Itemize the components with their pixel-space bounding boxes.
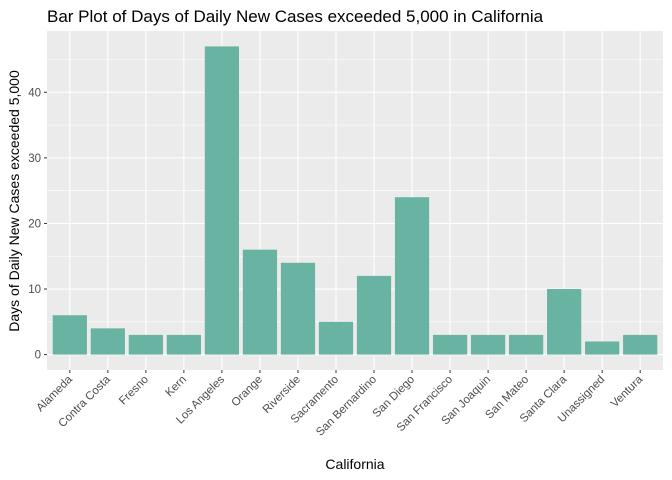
bar	[90, 328, 125, 355]
bars	[52, 46, 658, 355]
y-tick-label: 20	[28, 218, 41, 230]
bar	[242, 249, 278, 355]
bar	[432, 334, 468, 355]
bar	[509, 334, 544, 355]
bar	[52, 315, 87, 355]
y-axis: 0 10 20 30 40	[28, 87, 47, 362]
bar	[128, 334, 163, 355]
bar	[394, 197, 430, 355]
y-tick-label: 40	[28, 87, 41, 99]
bar	[547, 289, 582, 355]
x-tick-label: Orange	[229, 374, 265, 410]
x-axis-title: California	[325, 456, 384, 472]
bar	[166, 334, 201, 355]
bar	[356, 275, 392, 355]
bar	[280, 262, 316, 355]
y-tick-label: 10	[28, 284, 41, 296]
y-tick-label: 0	[35, 350, 41, 362]
x-tick-label: Kern	[163, 374, 189, 400]
bar	[585, 341, 620, 355]
chart-title: Bar Plot of Days of Daily New Cases exce…	[47, 7, 544, 26]
y-axis-title: Days of Daily New Cases exceeded 5,000	[6, 70, 22, 332]
bar	[204, 46, 240, 355]
x-tick-label: Ventura	[609, 373, 646, 410]
bar	[318, 321, 354, 355]
bar	[470, 334, 506, 355]
bar	[623, 334, 658, 355]
y-tick-label: 30	[28, 153, 41, 165]
x-tick-label: Fresno	[117, 374, 151, 408]
